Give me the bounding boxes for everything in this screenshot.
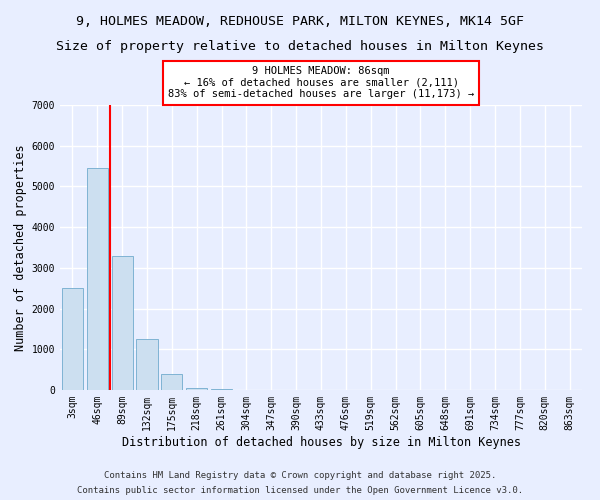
Bar (112, 256, 133, 390)
Text: 9 HOLMES MEADOW: 86sqm
← 16% of detached houses are smaller (2,111)
83% of semi-: 9 HOLMES MEADOW: 86sqm ← 16% of detached… (168, 66, 474, 100)
Bar (62, 288, 83, 390)
Bar (186, 388, 207, 390)
Bar (136, 339, 158, 390)
Text: Contains HM Land Registry data © Crown copyright and database right 2025.: Contains HM Land Registry data © Crown c… (104, 471, 496, 480)
X-axis label: Distribution of detached houses by size in Milton Keynes: Distribution of detached houses by size … (121, 436, 521, 448)
Bar (161, 374, 182, 390)
Bar (87, 168, 108, 390)
Text: 9, HOLMES MEADOW, REDHOUSE PARK, MILTON KEYNES, MK14 5GF: 9, HOLMES MEADOW, REDHOUSE PARK, MILTON … (76, 15, 524, 28)
Y-axis label: Number of detached properties: Number of detached properties (14, 144, 28, 351)
Text: Size of property relative to detached houses in Milton Keynes: Size of property relative to detached ho… (56, 40, 544, 53)
Text: Contains public sector information licensed under the Open Government Licence v3: Contains public sector information licen… (77, 486, 523, 495)
